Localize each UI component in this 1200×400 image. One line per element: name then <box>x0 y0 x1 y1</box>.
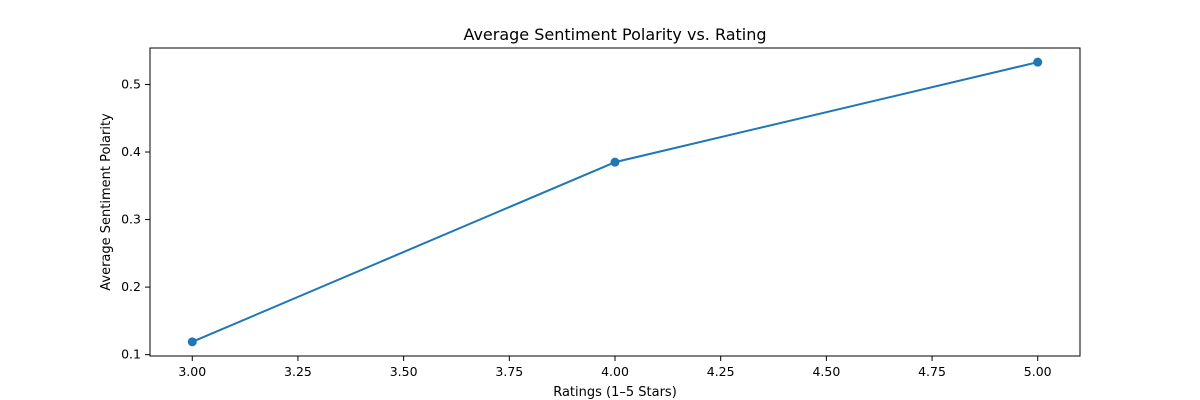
x-tick-label: 3.50 <box>390 364 418 379</box>
x-tick-label: 3.25 <box>284 364 312 379</box>
x-tick-label: 4.00 <box>601 364 629 379</box>
x-tick-label: 5.00 <box>1024 364 1052 379</box>
data-point <box>187 337 197 347</box>
plot-area-frame <box>149 47 1081 357</box>
y-tick-label: 0.3 <box>121 212 141 227</box>
data-point <box>1033 57 1043 67</box>
x-tick-label: 3.00 <box>178 364 206 379</box>
x-tick-label: 3.75 <box>495 364 523 379</box>
x-tick-label: 4.50 <box>812 364 840 379</box>
y-tick-label: 0.5 <box>121 76 141 91</box>
y-tick-label: 0.4 <box>121 144 141 159</box>
y-tick-label: 0.2 <box>121 279 141 294</box>
x-axis-label: Ratings (1–5 Stars) <box>553 385 677 400</box>
y-axis-ticks: 0.1 0.2 0.3 0.4 0.5 <box>121 76 150 362</box>
data-point <box>610 157 620 167</box>
chart-title: Average Sentiment Polarity vs. Rating <box>463 25 766 44</box>
x-axis-ticks: 3.00 3.25 3.50 3.75 4.00 4.25 4.50 4.75 5.00 <box>178 356 1052 379</box>
series-layer <box>187 57 1043 347</box>
x-tick-label: 4.25 <box>707 364 735 379</box>
x-tick-label: 4.75 <box>918 364 946 379</box>
y-axis-label: Average Sentiment Polarity <box>99 113 114 291</box>
y-tick-label: 0.1 <box>121 347 141 362</box>
series-line <box>191 61 1039 343</box>
